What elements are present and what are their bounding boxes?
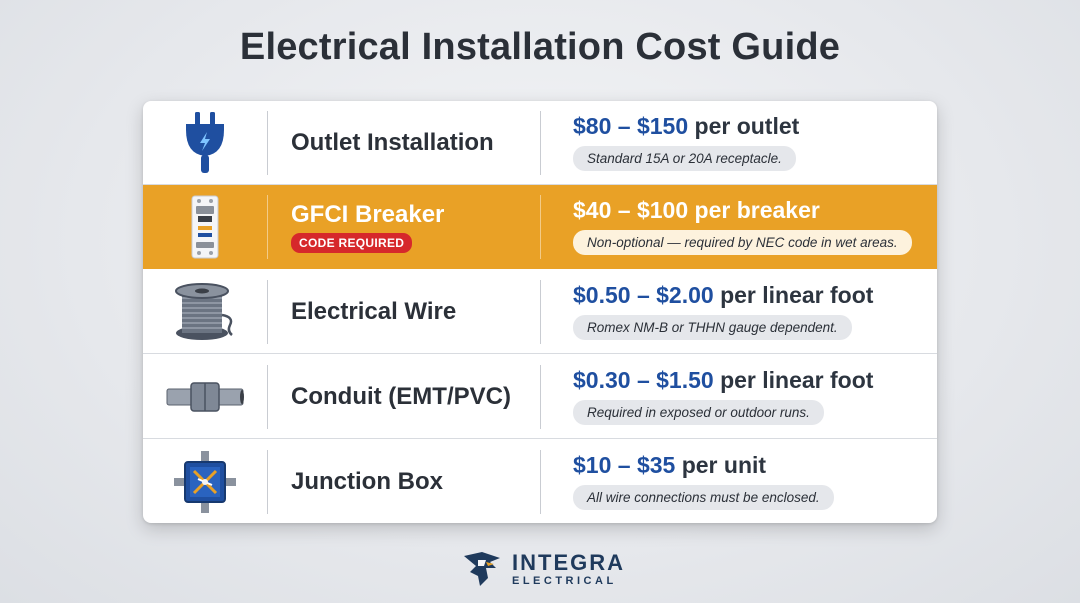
service-cell: Junction Box [291, 440, 531, 523]
breaker-icon [143, 185, 267, 269]
service-name: Junction Box [291, 468, 444, 495]
page-title: Electrical Installation Cost Guide [239, 26, 841, 68]
table-row-conduit: Conduit (EMT/PVC) $0.30 – $1.50 per line… [143, 355, 937, 439]
price-cell: $0.50 – $2.00 per linear foot Romex NM-B… [573, 282, 923, 340]
column-divider [540, 280, 541, 344]
price-note: Required in exposed or outdoor runs. [573, 400, 824, 425]
table-row-gfci-breaker: GFCI Breaker CODE REQUIRED $40 – $100 pe… [143, 185, 937, 269]
service-name: GFCI Breaker [291, 201, 445, 228]
price-line: $0.50 – $2.00 per linear foot [573, 282, 923, 309]
brand-name: INTEGRA [512, 549, 625, 575]
brand-subtitle: ELECTRICAL [512, 574, 617, 587]
service-name: Conduit (EMT/PVC) [291, 383, 511, 410]
price-note: Non-optional — required by NEC code in w… [573, 230, 912, 255]
price-line: $40 – $100 per breaker [573, 197, 923, 224]
price-range: $0.50 – $2.00 [573, 282, 714, 308]
column-divider [267, 365, 268, 429]
column-divider [540, 365, 541, 429]
price-line: $80 – $150 per outlet [573, 113, 923, 140]
code-required-badge: CODE REQUIRED [291, 233, 413, 253]
price-line: $10 – $35 per unit [573, 452, 923, 479]
wire-spool-icon [143, 270, 267, 354]
service-name: Electrical Wire [291, 298, 457, 325]
price-cell: $10 – $35 per unit All wire connections … [573, 452, 923, 510]
price-range: $0.30 – $1.50 [573, 367, 714, 393]
column-divider [267, 195, 268, 259]
column-divider [267, 111, 268, 175]
price-line: $0.30 – $1.50 per linear foot [573, 367, 923, 394]
price-unit: per breaker [694, 197, 820, 223]
conduit-icon [143, 355, 267, 439]
column-divider [267, 280, 268, 344]
price-unit: per unit [681, 452, 767, 478]
price-range: $80 – $150 [573, 113, 689, 139]
price-unit: per linear foot [720, 367, 874, 393]
service-cell: GFCI Breaker CODE REQUIRED [291, 185, 531, 269]
cost-table: Outlet Installation $80 – $150 per outle… [143, 101, 937, 523]
column-divider [540, 450, 541, 514]
price-note: Romex NM-B or THHN gauge dependent. [573, 315, 852, 340]
service-cell: Electrical Wire [291, 270, 531, 354]
price-cell: $0.30 – $1.50 per linear foot Required i… [573, 367, 923, 425]
price-note: All wire connections must be enclosed. [573, 485, 834, 510]
price-cell: $40 – $100 per breaker Non-optional — re… [573, 197, 923, 255]
service-name: Outlet Installation [291, 129, 494, 156]
price-note: Standard 15A or 20A receptacle. [573, 146, 796, 171]
table-row-electrical-wire: Electrical Wire $0.50 – $2.00 per linear… [143, 270, 937, 354]
price-range: $10 – $35 [573, 452, 676, 478]
column-divider [540, 195, 541, 259]
column-divider [540, 111, 541, 175]
price-cell: $80 – $150 per outlet Standard 15A or 20… [573, 113, 923, 171]
plug-icon [143, 101, 267, 185]
column-divider [267, 450, 268, 514]
junction-box-icon [143, 440, 267, 523]
brand-logo: INTEGRA ELECTRICAL [460, 548, 630, 590]
price-range: $40 – $100 [573, 197, 689, 223]
table-row-outlet: Outlet Installation $80 – $150 per outle… [143, 101, 937, 185]
service-cell: Outlet Installation [291, 101, 531, 185]
service-cell: Conduit (EMT/PVC) [291, 355, 531, 439]
table-row-junction-box: Junction Box $10 – $35 per unit All wire… [143, 440, 937, 523]
price-unit: per linear foot [720, 282, 874, 308]
eagle-logo-icon [464, 552, 500, 586]
price-unit: per outlet [694, 113, 800, 139]
